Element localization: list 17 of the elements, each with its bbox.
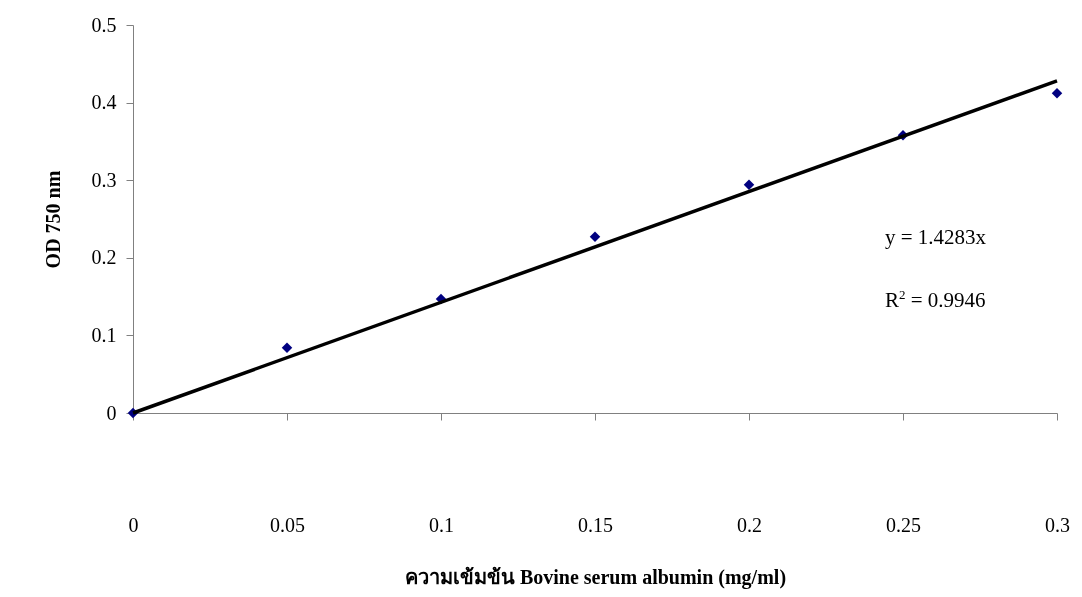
y-tick-label: 0.3 (91, 168, 117, 191)
y-tick-label: 0.1 (91, 323, 117, 346)
y-tick-label: 0.4 (91, 91, 117, 114)
x-tick-label: 0.2 (737, 513, 762, 536)
y-tick-label: 0 (106, 401, 117, 424)
x-tick-label: 0 (128, 513, 139, 536)
annotation: R$^{2}$ = 0.9946 (885, 287, 986, 313)
x-tick-label: 0.25 (886, 513, 921, 536)
x-axis-title: ความเข้มข้น Bovine serum albumin (mg/ml) (404, 565, 787, 589)
annotation: y = 1.4283x (885, 225, 987, 250)
x-tick-label: 0.3 (1045, 513, 1070, 536)
x-tick-label: 0.05 (270, 513, 305, 536)
y-axis-title: OD 750 nm (41, 170, 64, 269)
x-tick-label: 0.1 (429, 513, 454, 536)
y-tick-label: 0.2 (91, 246, 117, 269)
x-tick-label: 0.15 (578, 513, 613, 536)
y-tick-label: 0.5 (91, 13, 117, 36)
